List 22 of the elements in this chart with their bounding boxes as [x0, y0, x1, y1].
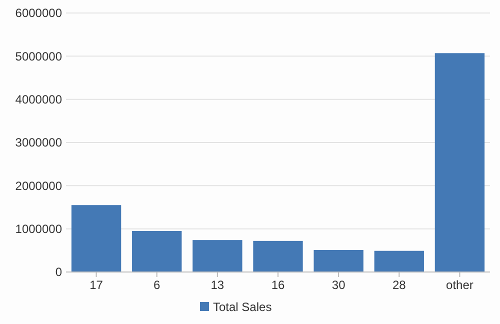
y-tick-label: 5000000	[15, 49, 62, 64]
x-tick-label: 17	[90, 278, 104, 292]
bar	[253, 240, 303, 272]
x-tick-label: 13	[210, 278, 224, 292]
x-tick-label: 6	[154, 278, 161, 292]
legend-label: Total Sales	[213, 300, 272, 314]
bar	[71, 205, 122, 272]
x-tick-label: other	[446, 278, 474, 292]
y-tick-label: 0	[55, 265, 62, 280]
bar	[132, 230, 182, 272]
bar	[434, 53, 485, 272]
x-tick-label: 30	[332, 278, 346, 292]
y-tick-label: 1000000	[15, 222, 62, 236]
x-tick-label: 16	[271, 278, 285, 292]
y-tick-label: 2000000	[15, 178, 62, 193]
y-tick-label: 4000000	[15, 92, 62, 107]
x-tick-label: 28	[392, 278, 406, 292]
y-tick-label: 6000000	[15, 6, 62, 20]
y-tick-label: 3000000	[15, 136, 62, 150]
bar	[314, 250, 364, 272]
bar	[192, 240, 242, 272]
bar	[374, 250, 424, 272]
